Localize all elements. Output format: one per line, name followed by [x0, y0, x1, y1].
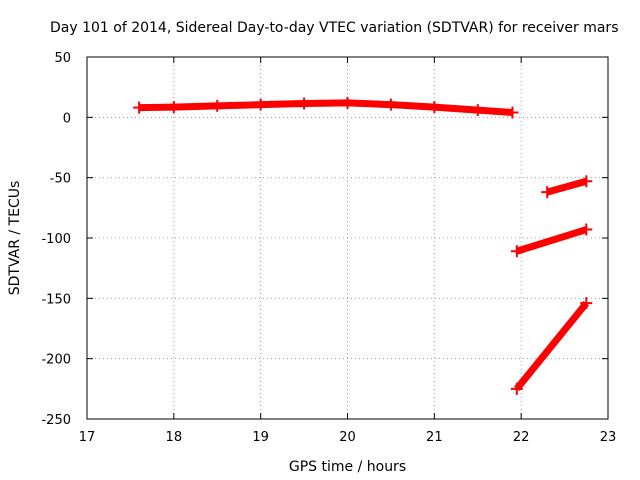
y-tick-label: -100 — [41, 232, 71, 247]
data-point — [580, 223, 593, 236]
data-point — [471, 104, 484, 117]
data-point — [133, 101, 146, 114]
chart-title: Day 101 of 2014, Sidereal Day-to-day VTE… — [50, 20, 619, 36]
grid — [87, 57, 608, 419]
data-point — [211, 99, 224, 112]
data-point — [510, 382, 523, 395]
data-point — [506, 106, 519, 119]
series-4-line — [514, 300, 590, 392]
y-tick-label: 50 — [54, 51, 71, 66]
y-tick-label: -200 — [41, 353, 71, 368]
data-point — [580, 297, 593, 310]
x-tick-label: 17 — [79, 430, 96, 445]
data-point — [298, 97, 311, 110]
series-3-line — [515, 226, 588, 255]
data-point — [167, 101, 180, 114]
series-group — [133, 96, 593, 395]
data-point — [510, 245, 523, 258]
y-axis-label: SDTVAR / TECUs — [7, 181, 23, 296]
x-axis-label: GPS time / hours — [289, 459, 406, 475]
y-tick-label: -150 — [41, 292, 71, 307]
x-tick-label: 18 — [166, 430, 183, 445]
y-tick-label: -250 — [41, 413, 71, 428]
x-tick-label: 19 — [252, 430, 269, 445]
ticks: 17 18 19 20 21 22 23 50 0 -50 -100 -150 -200 -250 — [41, 51, 616, 445]
data-point — [341, 96, 354, 109]
series-2-line — [546, 177, 588, 196]
data-point — [384, 98, 397, 111]
x-tick-label: 21 — [426, 430, 443, 445]
y-tick-label: -50 — [50, 172, 71, 187]
y-tick-label: 0 — [63, 111, 71, 126]
x-tick-label: 23 — [600, 430, 617, 445]
data-point — [541, 186, 554, 199]
data-point — [428, 101, 441, 114]
data-point — [580, 175, 593, 188]
series-1-line — [139, 99, 513, 116]
data-point — [254, 98, 267, 111]
x-tick-label: 22 — [513, 430, 530, 445]
x-tick-label: 20 — [339, 430, 356, 445]
